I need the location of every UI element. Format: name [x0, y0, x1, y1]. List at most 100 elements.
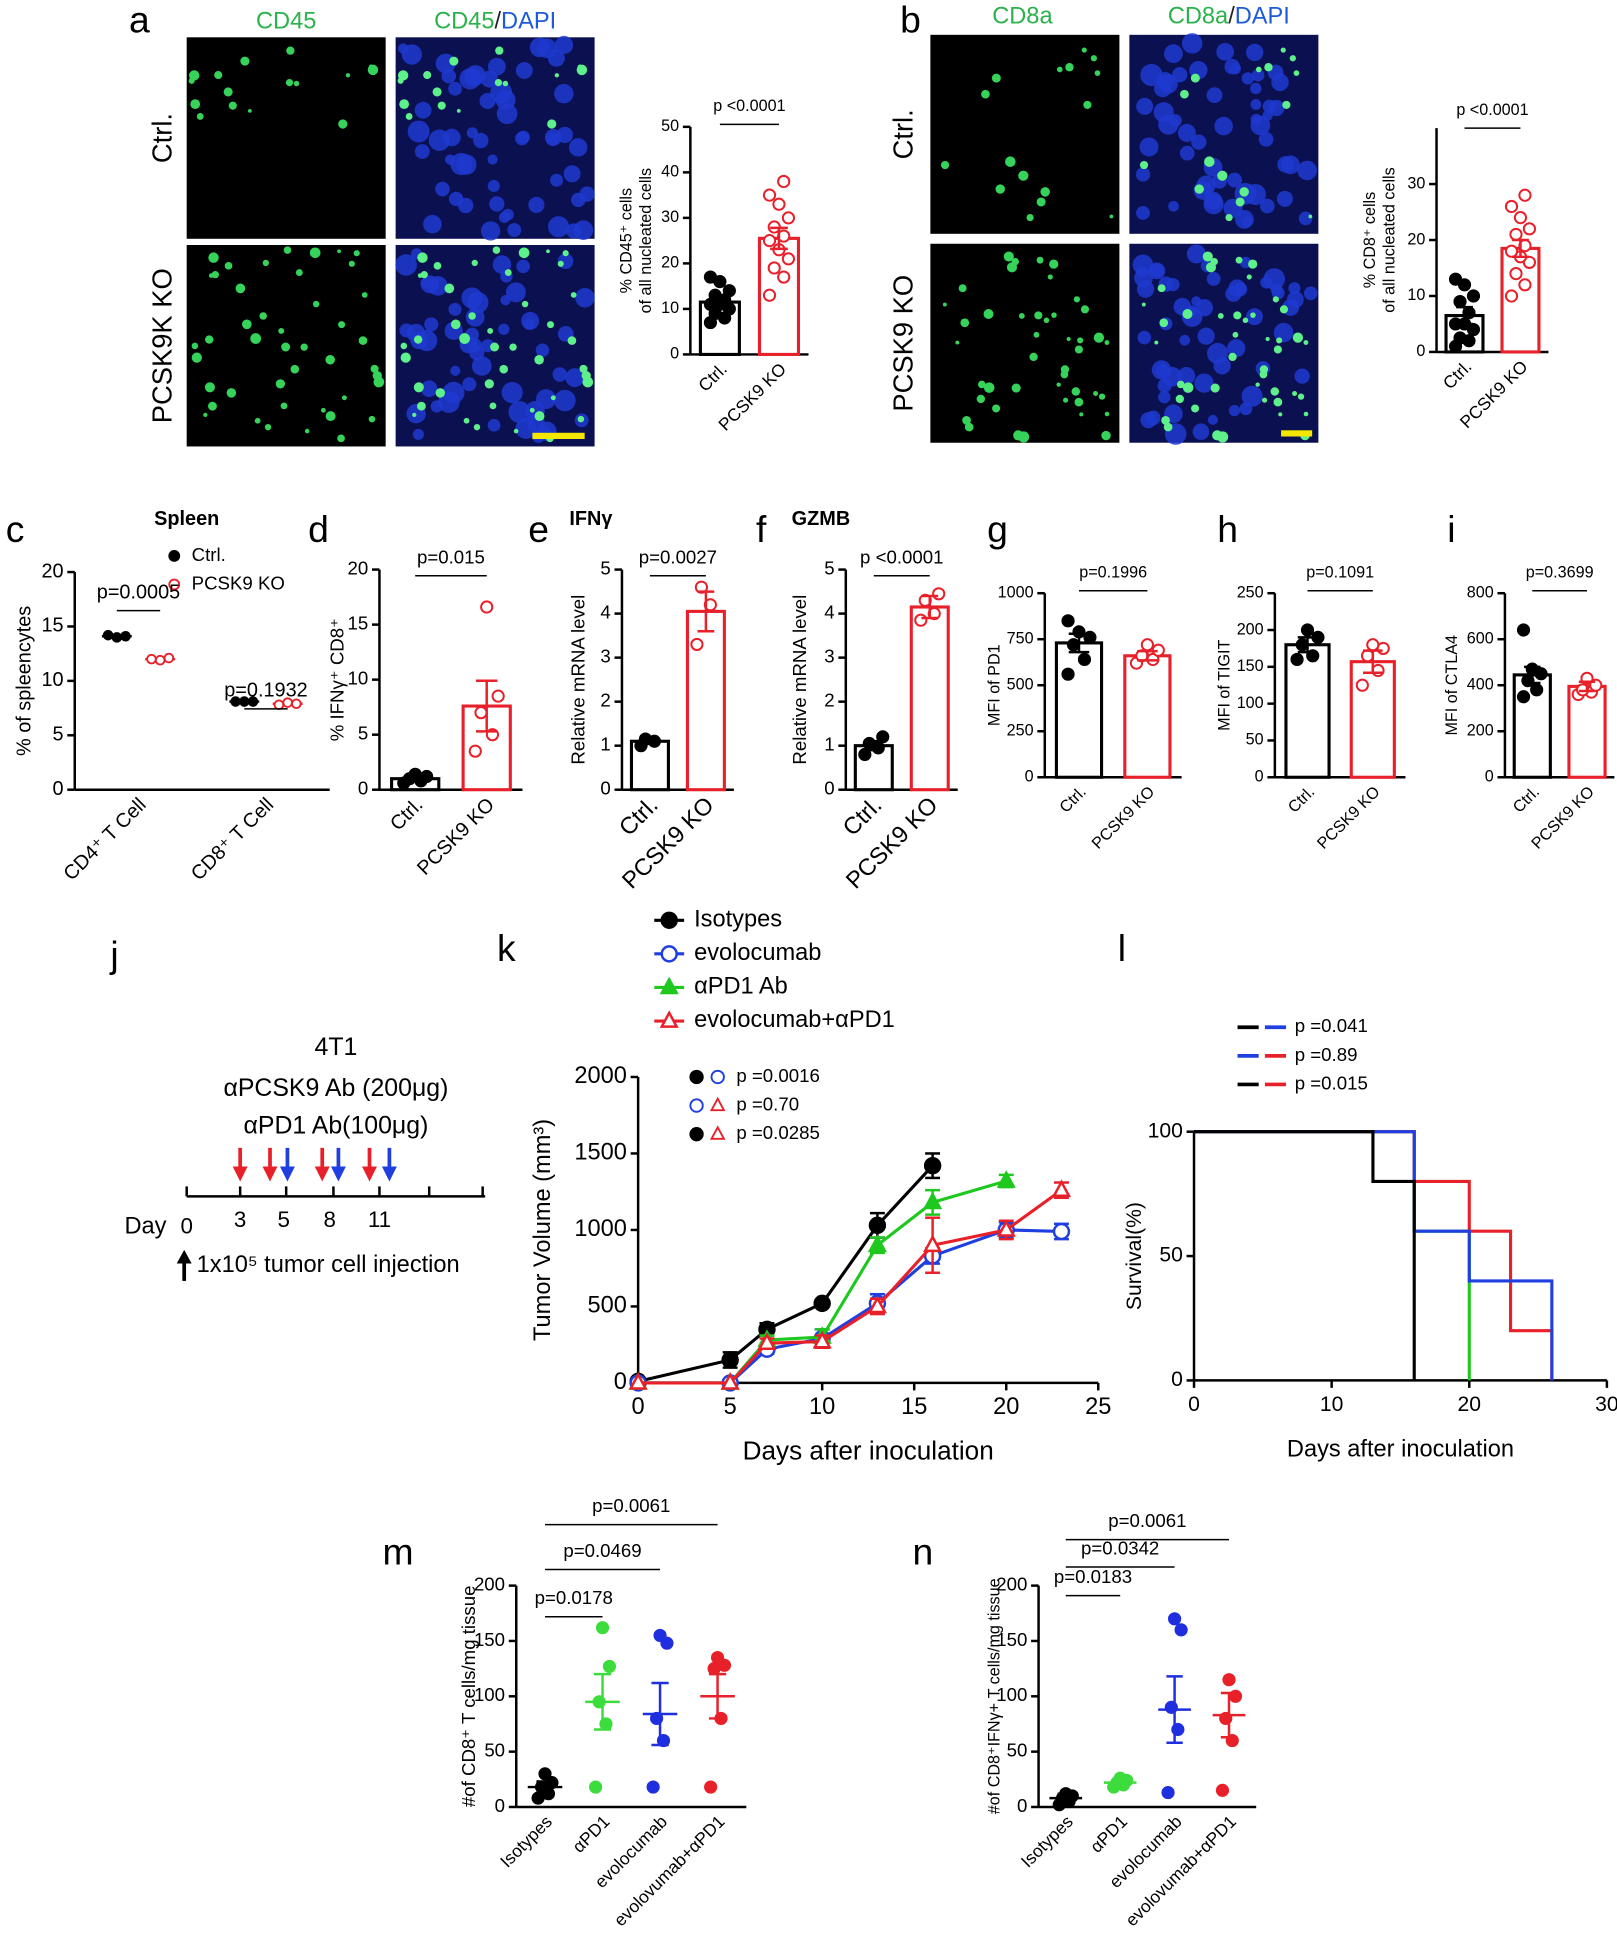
stained-cell: [1094, 70, 1101, 76]
nucleus: [1262, 99, 1277, 114]
data-point: [858, 747, 872, 762]
nucleus: [1207, 342, 1229, 364]
stained-cell: [337, 434, 345, 443]
stained-cell: [1093, 390, 1099, 396]
stained-cell: [413, 335, 423, 344]
nucleus: [1251, 68, 1265, 82]
nucleus: [424, 317, 439, 332]
nucleus: [1206, 271, 1221, 286]
legend-marker: [168, 578, 181, 591]
stained-cell: [235, 283, 246, 294]
micrograph: [186, 37, 386, 239]
stained-cell: [1090, 55, 1097, 62]
data-point: [1522, 222, 1537, 236]
y-tick-label: 0: [1485, 768, 1494, 786]
data-point: [923, 1156, 942, 1175]
comparison-label: p=0.3699: [1526, 564, 1594, 582]
nucleus: [448, 81, 462, 96]
stained-cell: [1204, 156, 1215, 167]
stained-cell: [259, 312, 267, 320]
dose-arrow-head: [381, 1166, 397, 1182]
stained-cell: [534, 355, 544, 365]
nucleus: [1137, 330, 1152, 345]
stained-cell: [983, 382, 995, 393]
stained-cell: [348, 260, 355, 267]
dose-arrow-head: [279, 1166, 295, 1182]
nucleus: [515, 62, 533, 79]
nucleus: [427, 275, 448, 296]
data-point: [1513, 211, 1528, 225]
y-tick-label: 4: [824, 602, 834, 623]
stained-cell: [463, 417, 470, 424]
stained-cell: [1264, 63, 1273, 72]
nucleus: [1270, 283, 1283, 296]
y-tick-label: 200: [996, 1574, 1027, 1595]
stained-cell: [1083, 100, 1092, 109]
y-tick-label: 100: [996, 1684, 1027, 1705]
bar: [1284, 643, 1331, 779]
stained-cell: [1235, 256, 1243, 264]
injection-arrow-head: [176, 1249, 192, 1264]
nucleus: [1136, 97, 1154, 115]
stained-cell: [567, 336, 577, 345]
data-point: [1140, 638, 1154, 652]
nucleus: [1158, 390, 1171, 404]
data-point: [646, 1780, 660, 1794]
stained-cell: [358, 336, 368, 345]
nucleus: [1250, 82, 1262, 95]
stained-cell: [1293, 70, 1300, 76]
data-point: [1052, 1222, 1071, 1241]
panel-letter: m: [383, 1530, 414, 1572]
annotation-marker: [689, 1098, 704, 1113]
x-axis-label: Days after inoculation: [743, 1435, 994, 1465]
nucleus: [1260, 276, 1273, 289]
y-tick-label: 250: [1007, 722, 1034, 740]
stained-cell: [579, 364, 588, 373]
stained-cell: [1233, 311, 1242, 320]
stained-cell: [345, 73, 351, 78]
nucleus: [1294, 368, 1310, 384]
annotation-label: p =0.0285: [736, 1122, 819, 1143]
x-tick-label: Isotypes: [496, 1811, 556, 1871]
stained-cell: [285, 78, 294, 87]
y-axis-label: % IFNγ⁺ CD8⁺: [326, 618, 347, 741]
day: 11: [368, 1207, 391, 1232]
nucleus: [412, 428, 424, 440]
row-label: Ctrl.: [888, 109, 919, 159]
stained-cell: [492, 246, 501, 254]
stained-cell: [1246, 274, 1252, 280]
legend-label: p =0.015: [1295, 1072, 1368, 1093]
nucleus: [492, 255, 512, 274]
nucleus: [563, 165, 581, 183]
y-tick-label: 10: [1407, 286, 1425, 304]
stained-cell: [1272, 296, 1279, 303]
data-point: [762, 234, 777, 248]
survival-curve: [1194, 1130, 1554, 1381]
nucleus: [487, 154, 498, 165]
panel-letter: k: [497, 927, 516, 969]
stained-cell: [450, 319, 461, 330]
data-point: [589, 1780, 603, 1794]
y-tick-label: 5: [824, 558, 834, 579]
stained-cell: [1080, 305, 1090, 314]
data-point: [1051, 1179, 1072, 1198]
legend-label: Ctrl.: [192, 544, 226, 565]
header-part: CD8a: [992, 4, 1053, 30]
stained-cell: [1101, 430, 1111, 441]
comparison-label: p=0.0061: [1108, 1510, 1186, 1531]
y-axis-label: #of CD8⁺IFNγ+ T cells/mg tissue: [985, 1578, 1003, 1814]
stained-cell: [1159, 318, 1169, 328]
y-tick-label: 50: [1246, 731, 1264, 749]
data-point: [1371, 663, 1385, 678]
data-point: [720, 1372, 740, 1390]
stained-cell: [978, 380, 986, 389]
stained-cell: [557, 260, 564, 267]
data-point: [1061, 667, 1075, 681]
stained-cell: [240, 56, 250, 66]
stained-cell: [960, 318, 970, 328]
nucleus: [1177, 366, 1196, 385]
nucleus: [1297, 160, 1318, 181]
y-tick-label: 2000: [574, 1063, 627, 1089]
data-point: [1077, 652, 1092, 667]
stained-cell: [254, 417, 261, 424]
